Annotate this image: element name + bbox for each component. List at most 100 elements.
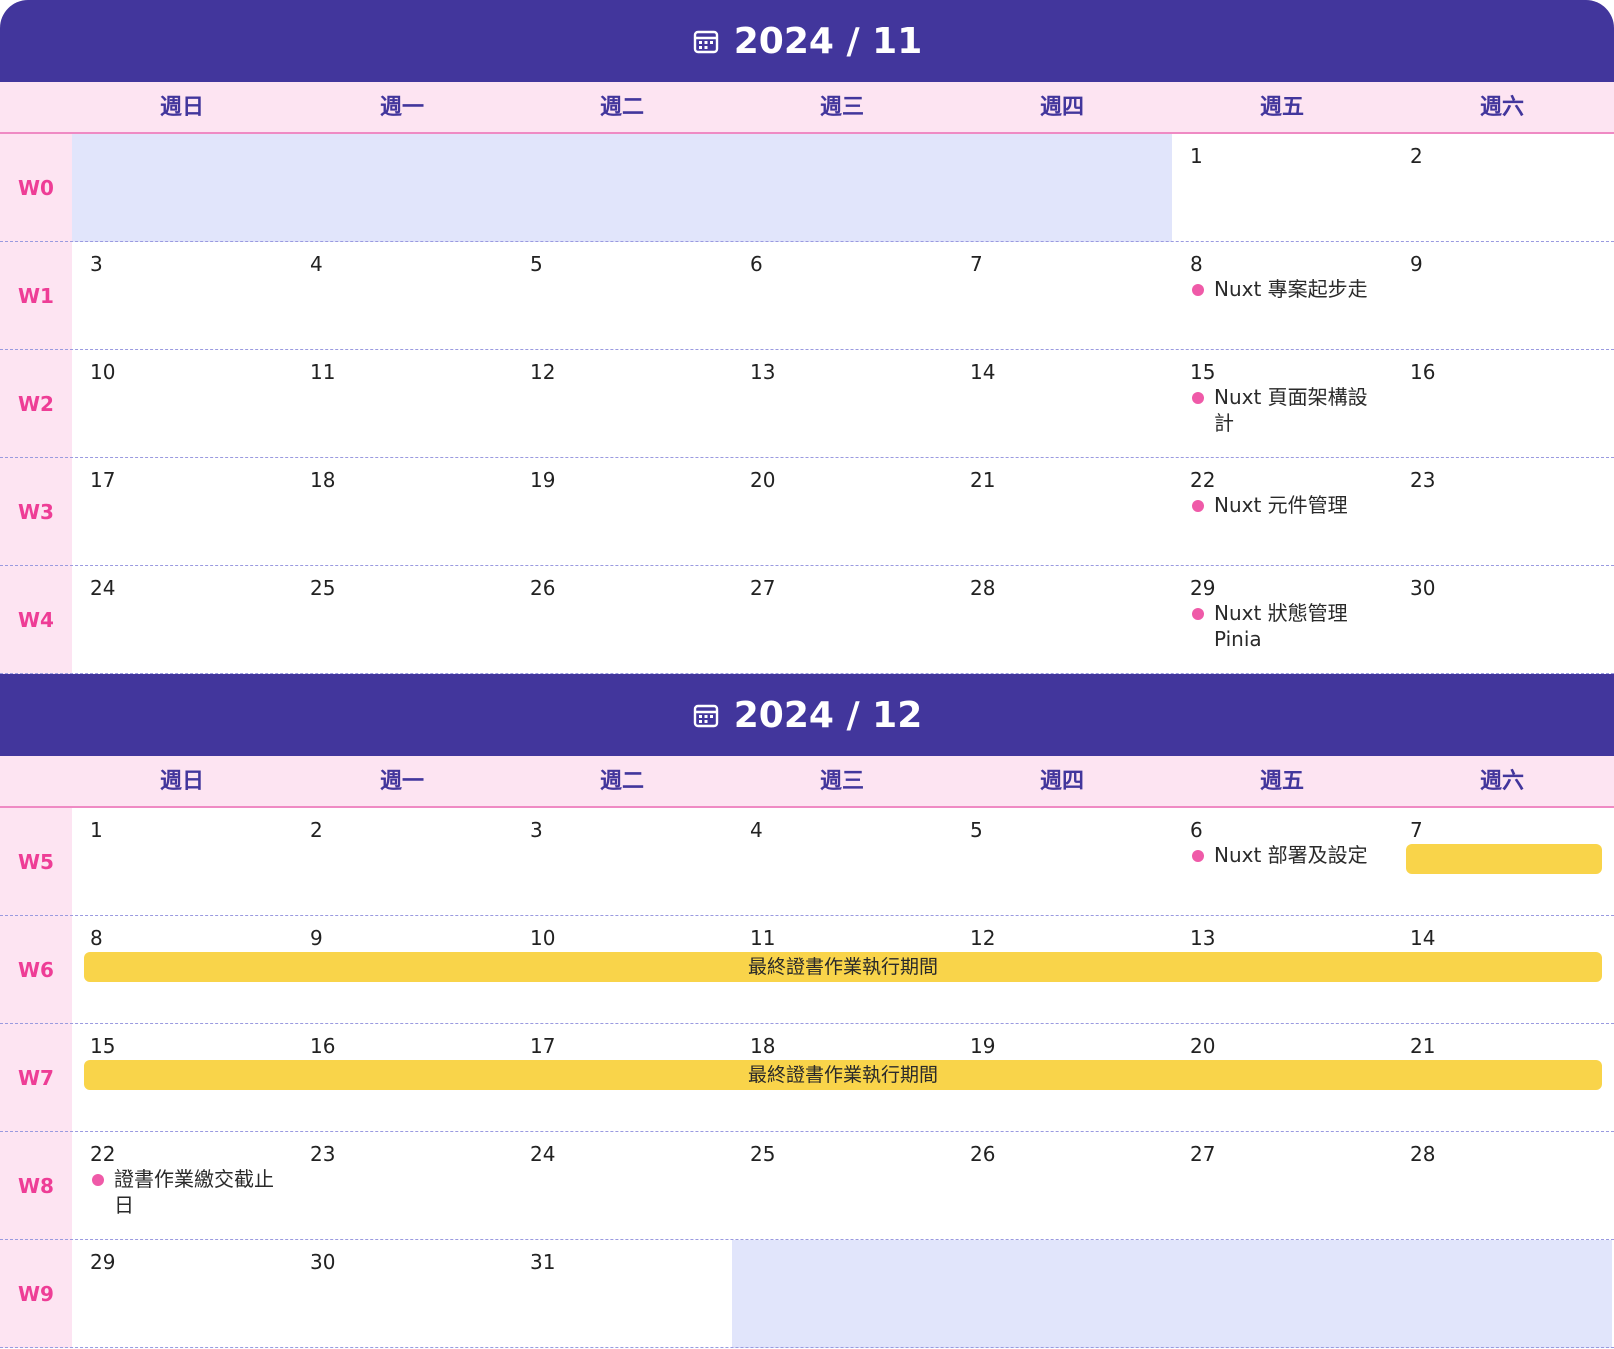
event-dot-icon [1192,500,1204,512]
day-cell[interactable]: 4 [732,808,952,916]
day-number: 4 [310,252,323,276]
day-cell[interactable]: 11 [732,916,952,1024]
day-cell[interactable]: 26 [512,566,732,674]
day-cell[interactable]: 23 [1392,458,1612,566]
day-number: 8 [1190,252,1203,276]
day-cell[interactable]: 22 Nuxt 元件管理 [1172,458,1392,566]
day-number: 4 [750,818,763,842]
day-number: 10 [90,360,116,384]
day-number: 5 [970,818,983,842]
day-cell[interactable]: 25 [292,566,512,674]
day-cell[interactable]: 12 [952,916,1172,1024]
day-cell[interactable]: 8 [72,916,292,1024]
weekday-row: 週日 週一 週二 週三 週四 週五 週六 [0,756,1614,808]
day-cell[interactable]: 14 [952,350,1172,458]
day-cell[interactable]: 11 [292,350,512,458]
day-cell[interactable]: 18 [292,458,512,566]
day-cell[interactable]: 29 [72,1240,292,1348]
day-cell[interactable]: 6 [732,242,952,350]
day-cell[interactable]: 13 [1172,916,1392,1024]
week-row: W0 1 2 [0,134,1614,242]
week-label: W5 [0,808,72,916]
month-title: 2024 / 12 [733,694,923,736]
period-bar[interactable] [1406,844,1602,874]
day-cell[interactable]: 19 [952,1024,1172,1132]
event-dot-icon [1192,608,1204,620]
day-cell[interactable]: 10 [512,916,732,1024]
day-cell[interactable]: 18 [732,1024,952,1132]
week-row: W9 29 30 31 [0,1240,1614,1348]
day-number: 10 [530,926,556,950]
day-cell[interactable]: 23 [292,1132,512,1240]
weekday-sat: 週六 [1479,95,1524,120]
day-number: 17 [90,468,116,492]
day-cell[interactable]: 9 [292,916,512,1024]
day-number: 6 [750,252,763,276]
calendar-december: 2024 / 12 週日 週一 週二 週三 週四 週五 週六 W5 1 2 3 … [0,674,1614,1348]
day-cell[interactable]: 10 [72,350,292,458]
weekday-tue: 週二 [599,95,644,120]
day-cell[interactable]: 16 [292,1024,512,1132]
day-number: 30 [1410,576,1436,600]
day-cell[interactable]: 1 [72,808,292,916]
day-cell[interactable]: 15 Nuxt 頁面架構設計 [1172,350,1392,458]
day-cell[interactable]: 17 [72,458,292,566]
day-cell[interactable]: 5 [512,242,732,350]
empty-day [732,134,952,242]
event[interactable]: Nuxt 狀態管理 Pinia [1190,600,1380,652]
week-row: W5 1 2 3 4 5 6 Nuxt 部署及設定 7 [0,808,1614,916]
period-bar[interactable]: 最終證書作業執行期間 [84,1060,1602,1090]
day-cell[interactable]: 2 [1392,134,1612,242]
day-cell[interactable]: 12 [512,350,732,458]
week-row: W4 24 25 26 27 28 29 Nuxt 狀態管理 Pinia 30 [0,566,1614,674]
day-cell[interactable]: 15 [72,1024,292,1132]
day-cell[interactable]: 26 [952,1132,1172,1240]
day-cell[interactable]: 17 [512,1024,732,1132]
event[interactable]: Nuxt 部署及設定 [1190,842,1380,868]
event[interactable]: Nuxt 頁面架構設計 [1190,384,1380,436]
event-dot-icon [1192,392,1204,404]
event[interactable]: Nuxt 專案起步走 [1190,276,1380,302]
day-cell[interactable]: 8 Nuxt 專案起步走 [1172,242,1392,350]
day-cell[interactable]: 28 [952,566,1172,674]
day-cell[interactable]: 6 Nuxt 部署及設定 [1172,808,1392,916]
day-number: 1 [90,818,103,842]
day-cell[interactable]: 30 [1392,566,1612,674]
day-cell[interactable]: 14 [1392,916,1612,1024]
day-cell[interactable]: 25 [732,1132,952,1240]
day-number: 24 [530,1142,556,1166]
event-label: Nuxt 專案起步走 [1214,277,1368,301]
event[interactable]: 證書作業繳交截止日 [90,1166,280,1218]
period-bar[interactable]: 最終證書作業執行期間 [84,952,1602,982]
day-cell[interactable]: 21 [952,458,1172,566]
day-cell[interactable]: 29 Nuxt 狀態管理 Pinia [1172,566,1392,674]
week-label: W3 [0,458,72,566]
day-cell[interactable]: 3 [72,242,292,350]
day-cell[interactable]: 30 [292,1240,512,1348]
day-number: 27 [750,576,776,600]
day-number: 1 [1190,144,1203,168]
day-cell[interactable]: 2 [292,808,512,916]
day-cell[interactable]: 20 [732,458,952,566]
weekday-thu: 週四 [1039,95,1084,120]
day-cell[interactable]: 7 [952,242,1172,350]
day-cell[interactable]: 5 [952,808,1172,916]
day-cell[interactable]: 27 [1172,1132,1392,1240]
day-cell[interactable]: 3 [512,808,732,916]
day-cell[interactable]: 13 [732,350,952,458]
day-cell[interactable]: 7 [1392,808,1612,916]
day-cell[interactable]: 21 [1392,1024,1612,1132]
day-cell[interactable]: 16 [1392,350,1612,458]
day-cell[interactable]: 9 [1392,242,1612,350]
event[interactable]: Nuxt 元件管理 [1190,492,1380,518]
day-cell[interactable]: 22 證書作業繳交截止日 [72,1132,292,1240]
day-cell[interactable]: 31 [512,1240,732,1348]
day-cell[interactable]: 1 [1172,134,1392,242]
day-cell[interactable]: 27 [732,566,952,674]
day-cell[interactable]: 28 [1392,1132,1612,1240]
day-cell[interactable]: 24 [72,566,292,674]
day-cell[interactable]: 24 [512,1132,732,1240]
day-cell[interactable]: 4 [292,242,512,350]
day-cell[interactable]: 19 [512,458,732,566]
day-cell[interactable]: 20 [1172,1024,1392,1132]
